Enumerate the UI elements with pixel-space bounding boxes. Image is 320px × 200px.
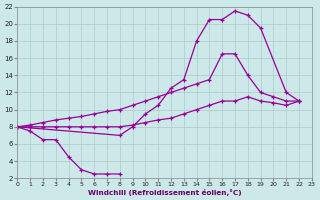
X-axis label: Windchill (Refroidissement éolien,°C): Windchill (Refroidissement éolien,°C) [88, 189, 241, 196]
